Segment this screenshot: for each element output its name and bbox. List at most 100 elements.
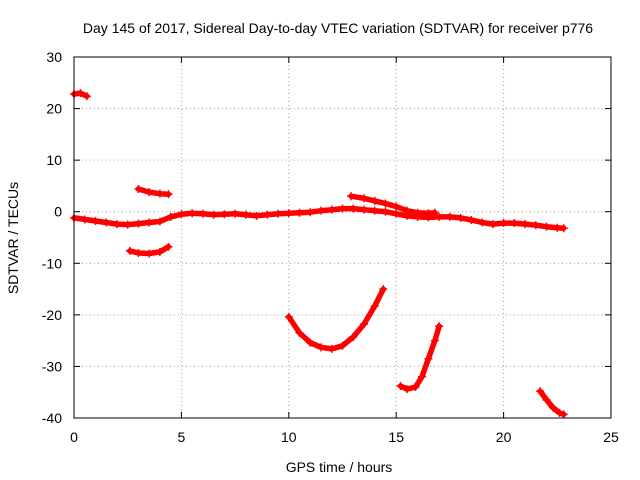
data-point <box>209 210 218 219</box>
data-point <box>359 194 368 203</box>
data-point <box>231 209 240 218</box>
data-point <box>155 189 164 198</box>
data-point <box>220 210 229 219</box>
data-point <box>295 208 304 217</box>
data-point <box>241 210 250 219</box>
data-point <box>349 204 358 213</box>
y-tick-label: 10 <box>46 152 62 168</box>
data-point <box>327 205 336 214</box>
data-point <box>467 215 476 224</box>
data-point <box>559 410 568 419</box>
data-point <box>198 209 207 218</box>
y-tick-label: -10 <box>42 255 62 271</box>
data-point <box>134 219 143 228</box>
data-point <box>402 206 411 215</box>
data-point <box>402 385 411 394</box>
data-point <box>359 205 368 214</box>
data-point <box>164 242 173 251</box>
data-point <box>347 192 356 201</box>
data-point <box>295 328 304 337</box>
data-point <box>435 322 444 331</box>
data-point <box>536 387 545 396</box>
data-point <box>145 218 154 227</box>
data-point <box>125 246 134 255</box>
seg-mid-spur <box>347 192 439 218</box>
data-point <box>381 199 390 208</box>
data-point <box>164 190 173 199</box>
x-tick-label: 15 <box>388 429 404 445</box>
x-tick-label: 0 <box>70 429 78 445</box>
data-point <box>379 285 388 294</box>
data-point <box>80 215 89 224</box>
series-line <box>397 323 442 392</box>
data-point <box>155 217 164 226</box>
data-point <box>284 209 293 218</box>
seg-early-high <box>70 89 91 101</box>
series-line <box>135 186 172 197</box>
data-point <box>445 212 454 221</box>
x-tick-label: 10 <box>281 429 297 445</box>
y-tick-label: -30 <box>42 358 62 374</box>
data-point <box>381 207 390 216</box>
y-axis-label: SDTVAR / TECUs <box>5 182 21 294</box>
seg-dip-arc-3 <box>536 387 568 419</box>
plot-frame <box>73 56 612 419</box>
data-point <box>263 210 272 219</box>
seg-upper-arc <box>134 185 173 199</box>
data-point <box>370 302 379 311</box>
data-point <box>177 210 186 219</box>
data-point <box>155 247 164 256</box>
data-point <box>359 320 368 329</box>
data-point <box>411 383 420 392</box>
y-tick-label: 30 <box>46 49 62 65</box>
data-point <box>76 89 85 98</box>
data-point <box>284 312 293 321</box>
data-point <box>145 249 154 258</box>
plot-area <box>70 89 568 419</box>
data-point <box>542 222 551 231</box>
data-point <box>338 341 347 350</box>
y-tick-label: 20 <box>46 101 62 117</box>
axis-ticks: 0 5 10 15 20 25 30 20 10 0 -10 -20 -30 -40 <box>42 49 619 445</box>
data-point <box>112 220 121 229</box>
x-axis-label: GPS time / hours <box>286 459 393 475</box>
seg-dip-arc-1 <box>284 285 388 353</box>
data-point <box>417 372 426 381</box>
data-point <box>521 220 530 229</box>
data-point <box>91 216 100 225</box>
data-point <box>555 408 564 417</box>
y-tick-label: 0 <box>54 204 62 220</box>
data-point <box>145 188 154 197</box>
data-point <box>392 209 401 218</box>
data-point <box>392 202 401 211</box>
data-point <box>188 209 197 218</box>
data-point <box>338 204 347 213</box>
data-point <box>82 92 91 101</box>
data-point <box>134 248 143 257</box>
data-point <box>306 208 315 217</box>
data-point <box>134 185 143 194</box>
data-point <box>478 218 487 227</box>
data-point <box>499 219 508 228</box>
data-point <box>349 333 358 342</box>
data-point <box>327 344 336 353</box>
y-tick-label: -40 <box>42 410 62 426</box>
data-point <box>435 212 444 221</box>
x-tick-label: 20 <box>496 429 512 445</box>
data-point <box>430 208 439 217</box>
data-point <box>510 219 519 228</box>
series-line <box>286 286 387 352</box>
chart-title: Day 145 of 2017, Sidereal Day-to-day VTE… <box>83 20 593 36</box>
data-point <box>317 206 326 215</box>
data-point <box>306 338 315 347</box>
seg-lower-arc <box>125 242 173 258</box>
data-point <box>102 218 111 227</box>
data-point <box>370 206 379 215</box>
data-point <box>488 220 497 229</box>
data-point <box>396 382 405 391</box>
x-tick-label: 5 <box>178 429 186 445</box>
data-point <box>317 343 326 352</box>
data-point <box>123 220 132 229</box>
data-point <box>430 336 439 345</box>
